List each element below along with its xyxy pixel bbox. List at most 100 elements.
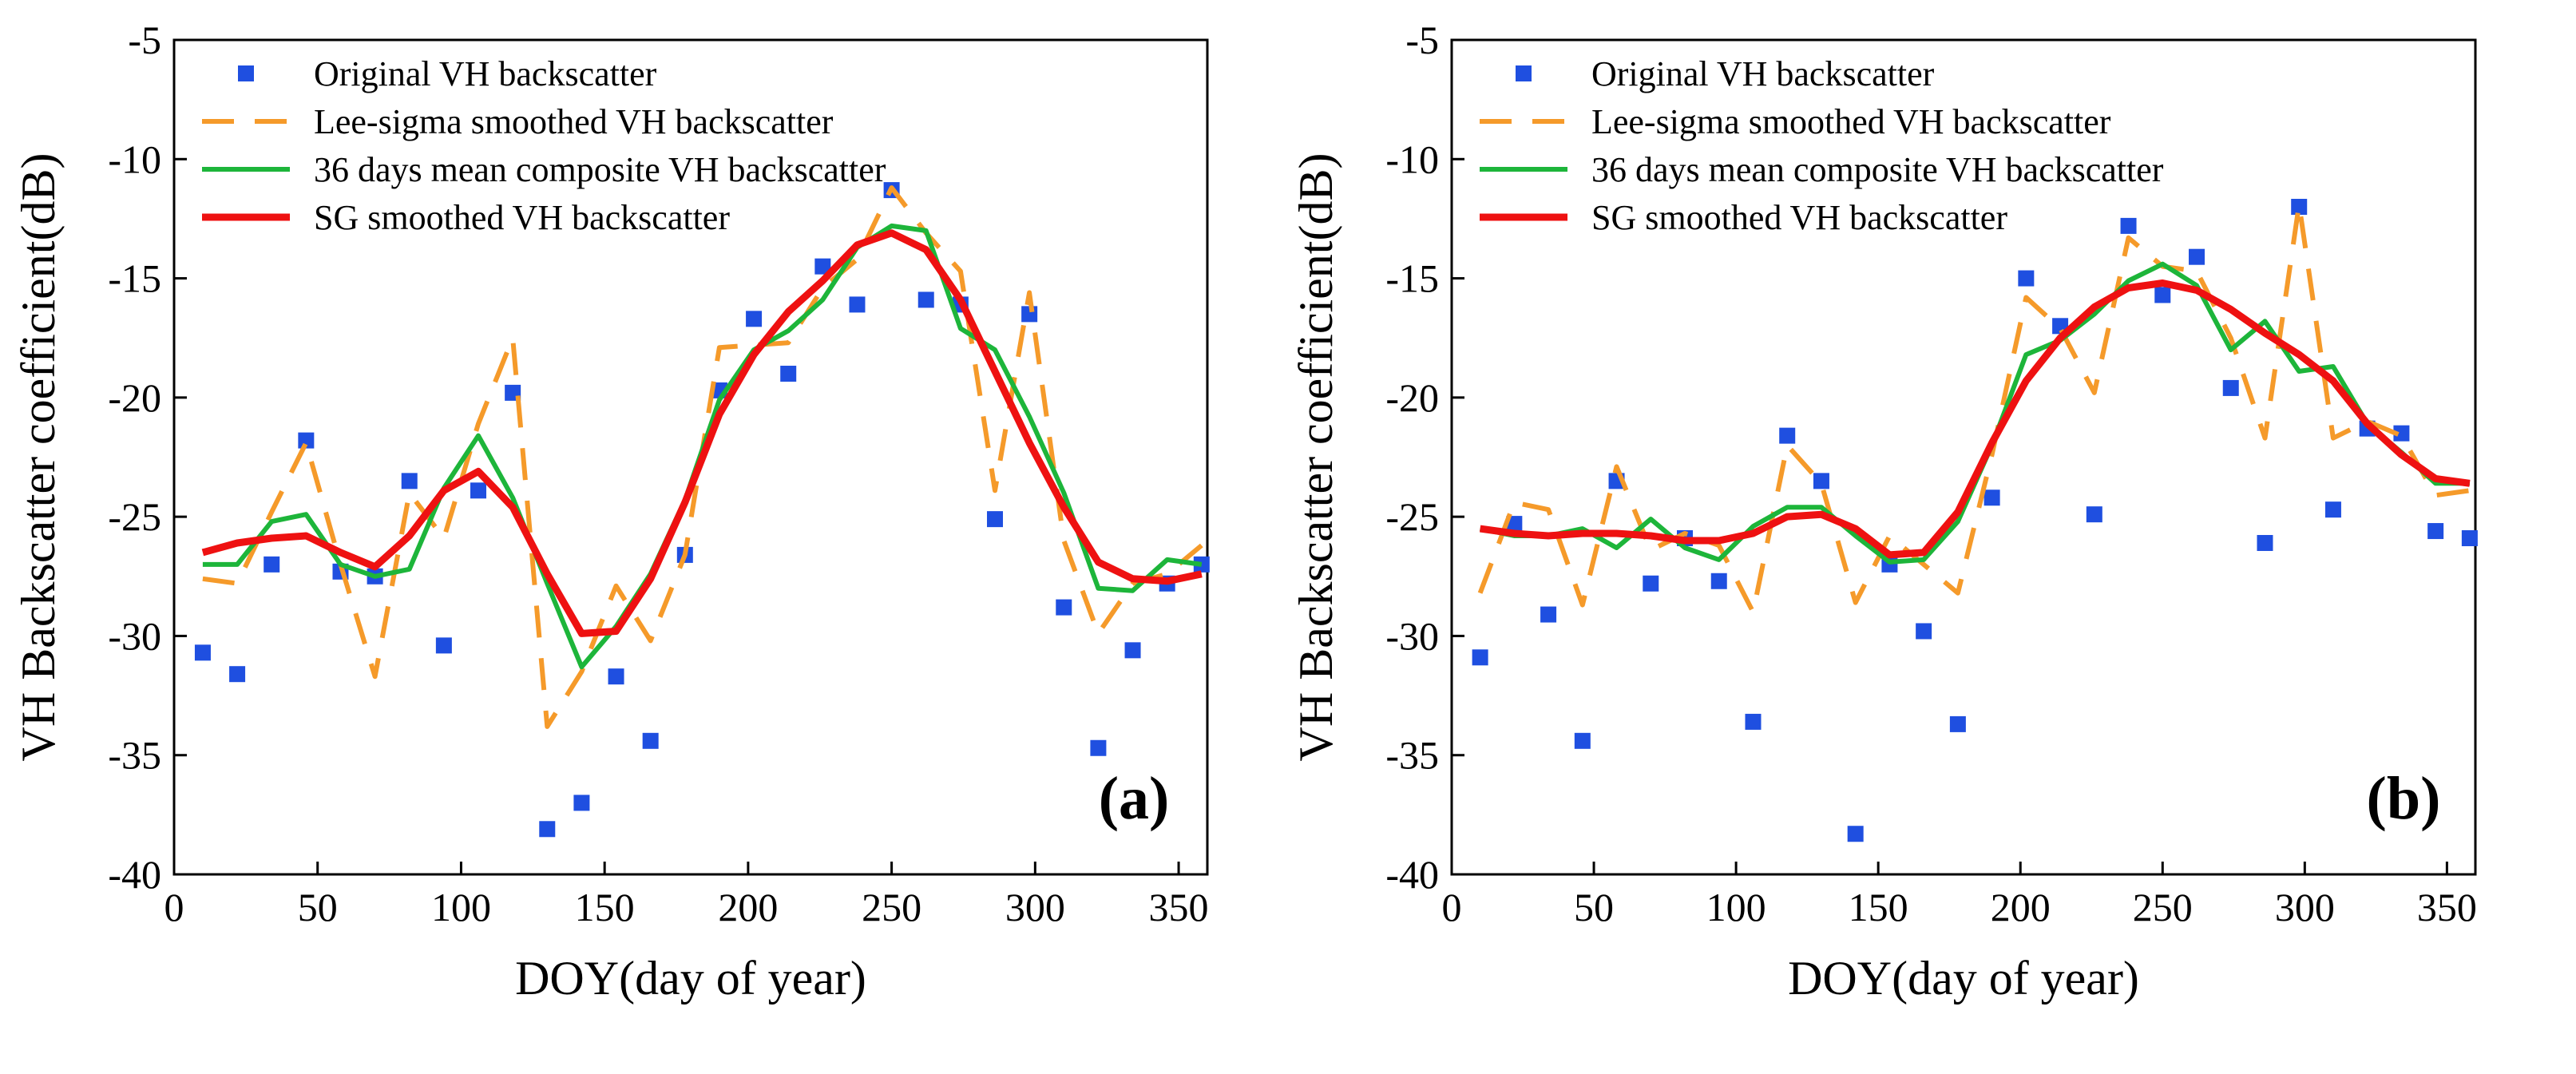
x-tick-label: 150 — [1849, 885, 1908, 929]
legend-label: Original VH backscatter — [1591, 54, 1935, 93]
data-point — [1813, 473, 1829, 489]
y-tick-label: -25 — [108, 494, 161, 539]
y-tick-label: -15 — [108, 256, 161, 301]
y-tick-label: -30 — [1385, 613, 1439, 658]
series-line — [1479, 261, 2470, 565]
plot-frame — [172, 38, 1209, 876]
data-point — [470, 482, 487, 499]
data-point — [917, 291, 934, 308]
data-point — [1984, 489, 2000, 506]
x-axis-title: DOY(day of year) — [515, 952, 866, 1005]
plot-frame — [1450, 38, 2477, 876]
data-point — [608, 668, 624, 685]
x-tick-label: 100 — [431, 885, 491, 929]
x-tick-label: 50 — [298, 885, 338, 929]
legend-label: SG smoothed VH backscatter — [314, 198, 730, 237]
data-point — [194, 644, 211, 661]
x-tick-label: 200 — [1991, 885, 2051, 929]
legend-label: Lee-sigma smoothed VH backscatter — [314, 102, 834, 141]
data-point — [1574, 732, 1591, 749]
data-point — [1916, 623, 1932, 640]
data-point — [1779, 427, 1796, 444]
y-tick-label: -20 — [108, 375, 161, 420]
chart-panel-a: 0 50 100 150 200 250 300 350 -40 -35 -30 -25 -20 -15 -… — [12, 18, 1210, 1005]
legend-marker — [1516, 65, 1532, 81]
x-tick-label: 150 — [575, 885, 635, 929]
data-point — [1847, 826, 1864, 842]
x-tick-label: 100 — [1706, 885, 1766, 929]
y-tick-label: -40 — [108, 852, 161, 897]
legend-label: SG smoothed VH backscatter — [1591, 198, 2007, 237]
y-tick-label: -10 — [1385, 137, 1439, 181]
series-0 — [194, 182, 1210, 838]
y-tick-label: -15 — [1385, 256, 1439, 301]
data-point — [401, 473, 418, 489]
data-point — [746, 311, 763, 327]
data-point — [2393, 425, 2410, 442]
x-tick-label: 300 — [1005, 885, 1065, 929]
x-tick-label: 350 — [2417, 885, 2477, 929]
x-tick-label: 200 — [718, 885, 778, 929]
x-tick-label: 350 — [1149, 885, 1209, 929]
data-point — [1090, 739, 1107, 756]
data-point — [2154, 287, 2171, 303]
x-tick-label: 50 — [1574, 885, 1614, 929]
y-axis-title: VH Backscatter coefficient(dB) — [12, 153, 65, 762]
series-3 — [201, 229, 1203, 637]
series-1 — [1477, 202, 2471, 615]
y-axis-title: VH Backscatter coefficient(dB) — [1290, 153, 1342, 762]
data-point — [1124, 642, 1141, 659]
data-point — [1193, 556, 1210, 573]
data-point — [1540, 606, 1557, 623]
series-3 — [1479, 279, 2471, 559]
data-point — [1745, 713, 1762, 730]
data-point — [1710, 573, 1727, 589]
y-tick-label: -35 — [1385, 733, 1439, 778]
data-point — [2257, 534, 2273, 551]
data-point — [1472, 649, 1488, 666]
x-tick-label: 300 — [2275, 885, 2335, 929]
data-point — [2018, 270, 2035, 287]
data-point — [780, 366, 797, 382]
y-tick-label: -25 — [1385, 494, 1439, 539]
series-line — [1477, 202, 2471, 615]
series-line — [1479, 279, 2471, 559]
data-point — [987, 511, 1004, 528]
data-point — [1506, 516, 1523, 533]
y-tick-label: -20 — [1385, 375, 1439, 420]
data-point — [1056, 599, 1072, 616]
data-point — [2086, 506, 2102, 523]
data-point — [573, 795, 590, 811]
x-tick-label: 0 — [1442, 885, 1462, 929]
data-point — [264, 556, 280, 573]
x-tick-label: 250 — [862, 885, 921, 929]
data-point — [2222, 379, 2239, 396]
data-point — [1949, 715, 1966, 732]
data-point — [849, 296, 866, 313]
y-tick-label: -30 — [108, 613, 161, 658]
y-tick-label: -40 — [1385, 852, 1439, 897]
data-point — [539, 821, 556, 838]
chart-panel-b: 0 50 100 150 200 250 300 350 -40 -35 -30 -25 -20 -15 -… — [1290, 18, 2478, 1005]
data-point — [298, 432, 315, 449]
data-point — [814, 258, 831, 275]
data-point — [2120, 217, 2137, 234]
data-point — [2291, 199, 2308, 215]
y-tick-label: -5 — [128, 18, 161, 62]
legend: Original VH backscatter Lee-sigma smoothe… — [202, 54, 886, 237]
legend-label: 36 days mean composite VH backscatter — [314, 150, 886, 189]
y-tick-label: -35 — [108, 733, 161, 778]
legend-marker — [238, 65, 254, 81]
data-point — [229, 666, 246, 683]
series-line — [201, 229, 1203, 637]
x-axis-title: DOY(day of year) — [1788, 952, 2139, 1005]
data-point — [435, 637, 452, 654]
data-point — [2427, 523, 2444, 540]
panel-label: (a) — [1099, 765, 1170, 832]
data-point — [2324, 501, 2341, 518]
data-point — [2461, 530, 2478, 547]
legend-label: 36 days mean composite VH backscatter — [1591, 150, 2164, 189]
y-tick-label: -10 — [108, 137, 161, 181]
y-tick-label: -5 — [1405, 18, 1439, 62]
